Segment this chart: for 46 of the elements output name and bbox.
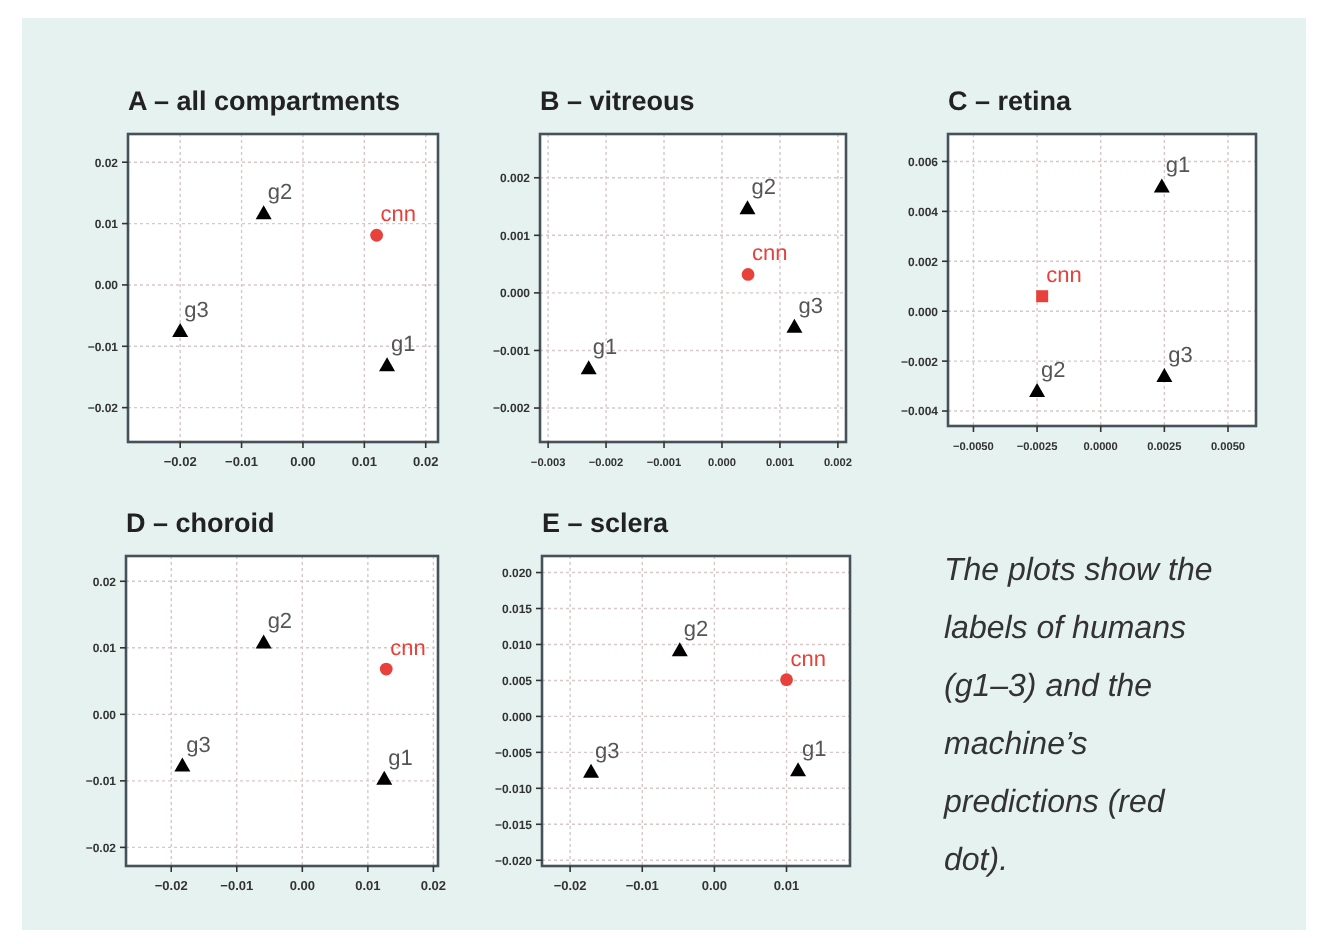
series-label: g2	[683, 618, 709, 643]
series-label: g3	[595, 739, 620, 764]
series-label: g3	[186, 733, 211, 758]
series-label: g2	[751, 176, 776, 201]
point	[580, 360, 597, 375]
series-label: g3	[798, 294, 823, 319]
series-label: g1	[1165, 154, 1191, 179]
point	[583, 763, 600, 778]
series-label: cnn	[1046, 264, 1082, 289]
point	[172, 322, 189, 337]
series-label: g2	[1041, 359, 1066, 384]
series-label: cnn	[380, 203, 417, 228]
point	[741, 268, 755, 281]
chart-title: A – all compartments	[128, 86, 401, 116]
chart-title: D – choroid	[126, 508, 275, 538]
series-label: g2	[267, 181, 293, 206]
series-label: g2	[267, 610, 293, 635]
point	[255, 634, 272, 649]
point	[1153, 178, 1170, 193]
series-label: g1	[592, 336, 618, 361]
point	[370, 228, 384, 242]
point	[790, 762, 807, 777]
point	[174, 757, 191, 772]
chart-title: B – vitreous	[540, 86, 695, 116]
series-label: g3	[184, 298, 209, 323]
series-label: cnn	[790, 647, 827, 672]
point	[780, 673, 793, 687]
point	[739, 200, 756, 215]
point	[376, 770, 393, 785]
series-label: g3	[1168, 344, 1193, 369]
point	[255, 205, 272, 220]
point	[1029, 383, 1046, 398]
point	[1156, 368, 1173, 383]
series-label: cnn	[752, 242, 788, 267]
chart-title: E – sclera	[542, 508, 670, 538]
point	[379, 662, 393, 676]
point	[786, 318, 803, 333]
series-label: cnn	[390, 637, 426, 662]
point	[671, 642, 688, 657]
series-label: g1	[391, 333, 416, 358]
point	[1036, 290, 1049, 303]
point	[379, 357, 396, 372]
series-label: g1	[388, 746, 413, 771]
text: The plots show the labels of humans (g1–3) and the machine’s predictions (red dot).	[942, 554, 1213, 878]
series-label: g1	[802, 738, 827, 763]
chart-title: C – retina	[948, 86, 1073, 116]
